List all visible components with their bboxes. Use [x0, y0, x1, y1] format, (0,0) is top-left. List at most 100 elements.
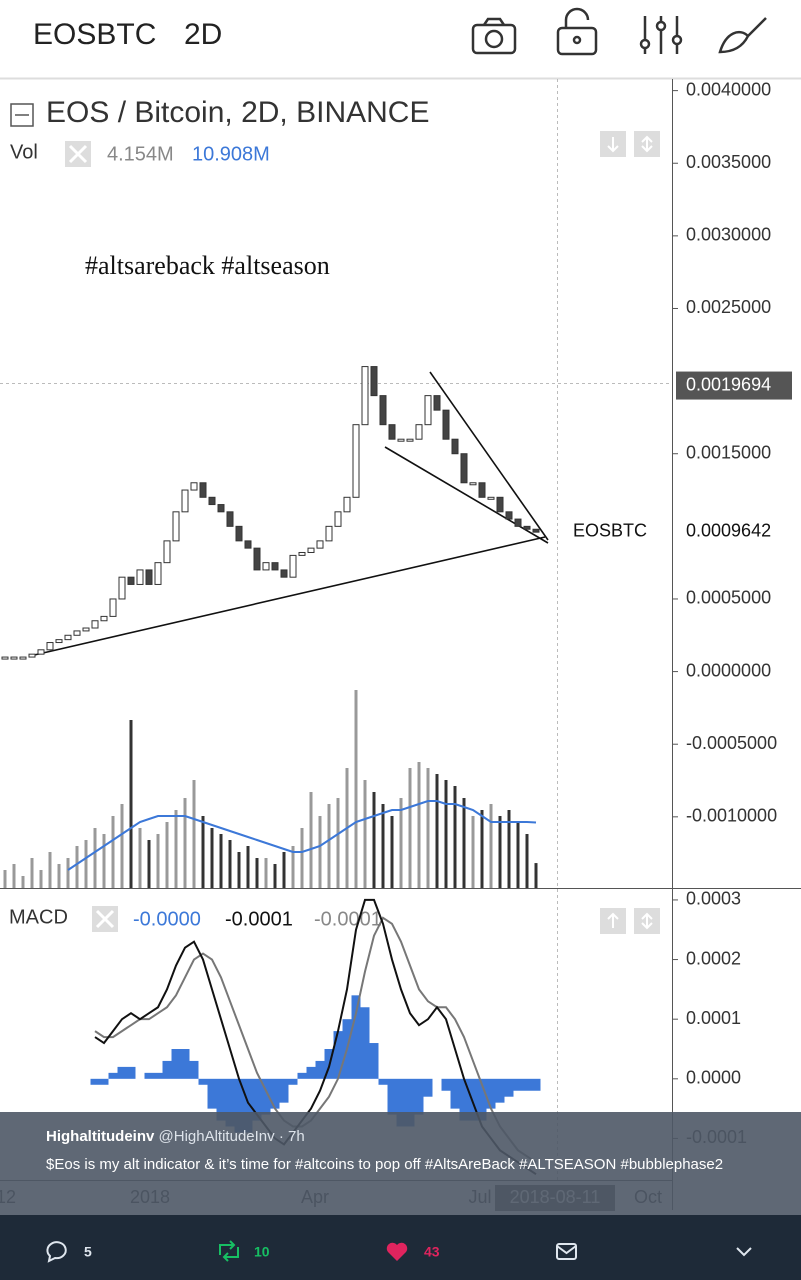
y-tick-label: 0.0000	[686, 1068, 741, 1088]
collapse-icon[interactable]	[10, 103, 34, 127]
volume-bar	[165, 822, 169, 888]
volume-bar	[372, 792, 376, 888]
volume-bar	[201, 816, 205, 888]
message-icon[interactable]	[556, 1243, 577, 1260]
top-bar	[0, 0, 801, 78]
macd-close[interactable]	[92, 906, 118, 932]
tweet-overlay[interactable]: Highaltitudeinv @HighAltitudeInv · 7h $E…	[0, 1112, 801, 1215]
settings-icon[interactable]	[639, 16, 683, 54]
volume-bar	[426, 768, 430, 888]
volume-bar	[246, 846, 250, 888]
trend-lines	[29, 371, 549, 657]
candle	[442, 409, 450, 440]
symbol[interactable]: EOSBTC	[33, 18, 156, 51]
candle	[406, 438, 414, 442]
candle	[505, 511, 513, 520]
pane-move-buttons[interactable]	[600, 131, 660, 157]
candle	[334, 511, 342, 527]
price-marker-box	[676, 517, 792, 546]
price-marker-label: 0.0009642	[686, 520, 771, 540]
y-tick-label: 0.0000000	[686, 660, 771, 680]
candle	[154, 562, 162, 585]
histogram-bar	[162, 1060, 172, 1079]
histogram-bar	[207, 1078, 217, 1109]
tweet-handle: @HighAltitudeInv	[158, 1128, 275, 1145]
histogram-bar	[306, 1066, 316, 1079]
candle	[55, 639, 63, 644]
candle	[109, 598, 117, 617]
histogram-bar	[441, 1078, 451, 1091]
drawing-icon[interactable]	[718, 17, 767, 54]
histogram-bar	[369, 1043, 379, 1079]
macd-move-buttons[interactable]	[600, 908, 660, 934]
histogram-bar	[315, 1060, 325, 1079]
histogram-bar	[180, 1049, 190, 1079]
retweet-icon[interactable]	[219, 1240, 239, 1262]
cashtag[interactable]: $Eos	[46, 1156, 81, 1173]
volume-bar	[138, 828, 142, 888]
hashtag[interactable]: #AltsAreBack	[424, 1156, 515, 1173]
hashtag[interactable]: #altcoins	[295, 1156, 355, 1173]
volume-bar	[282, 852, 286, 888]
volume-bar	[39, 870, 43, 888]
y-tick-label: -0.0005000	[686, 733, 777, 753]
candle	[127, 576, 135, 585]
candle	[532, 528, 540, 533]
candle	[181, 489, 189, 513]
candle	[262, 562, 270, 571]
histogram-bar	[153, 1072, 163, 1079]
lock-icon[interactable]	[556, 7, 598, 56]
volume-bar	[291, 846, 295, 888]
candle	[37, 649, 45, 655]
annotation: #altsareback #altseason	[85, 251, 330, 280]
reply-icon[interactable]	[46, 1241, 67, 1263]
interval[interactable]: 2D	[184, 18, 222, 51]
volume-bar	[48, 852, 52, 888]
macd-line	[94, 898, 537, 1176]
histogram-bar	[351, 995, 361, 1079]
tweet-text: is my alt indicator & it’s time for	[84, 1156, 291, 1173]
volume-bar	[57, 864, 61, 888]
histogram-bar	[414, 1078, 424, 1115]
histogram-bar	[252, 1078, 262, 1121]
volume-bar	[489, 804, 493, 888]
volume-bar	[12, 864, 16, 888]
volume-close[interactable]	[65, 141, 91, 167]
candle	[289, 554, 297, 578]
candle	[361, 366, 369, 426]
candle	[10, 656, 18, 660]
camera-icon[interactable]	[471, 17, 517, 55]
volume-value: 4.154M	[107, 143, 174, 165]
more-icon[interactable]	[736, 1247, 752, 1257]
volume-bar	[354, 690, 358, 888]
hashtag[interactable]: #ALTSEASON	[519, 1156, 617, 1173]
candle	[415, 424, 423, 440]
histogram-bar	[423, 1078, 433, 1097]
hashtag[interactable]: #bubblephase2	[620, 1156, 724, 1173]
candle	[244, 540, 252, 549]
volume-bar	[534, 863, 538, 888]
volume-bar	[471, 816, 475, 888]
volume-label: Vol	[10, 141, 38, 163]
volume-bar	[228, 840, 232, 888]
histogram-bar	[99, 1078, 109, 1085]
volume-bar	[156, 834, 160, 888]
volume-bar	[183, 798, 187, 888]
volume-bar	[309, 792, 313, 888]
volume-bar	[435, 774, 439, 888]
volume-bar	[363, 780, 367, 888]
y-tick-label: 0.0002	[686, 948, 741, 968]
y-tick-label: 0.0025000	[686, 297, 771, 317]
volume-bar	[75, 846, 79, 888]
volume-bar	[453, 786, 457, 888]
volume-bar	[264, 858, 268, 888]
tweet-author: Highaltitudeinv	[46, 1128, 155, 1145]
candle	[316, 540, 324, 549]
candle	[28, 653, 36, 658]
like-icon[interactable]	[386, 1242, 408, 1261]
histogram-bar	[90, 1078, 100, 1085]
tweet-text: to pop off	[358, 1156, 421, 1173]
volume-bar	[255, 858, 259, 888]
tweet-time: · 7h	[278, 1128, 305, 1145]
